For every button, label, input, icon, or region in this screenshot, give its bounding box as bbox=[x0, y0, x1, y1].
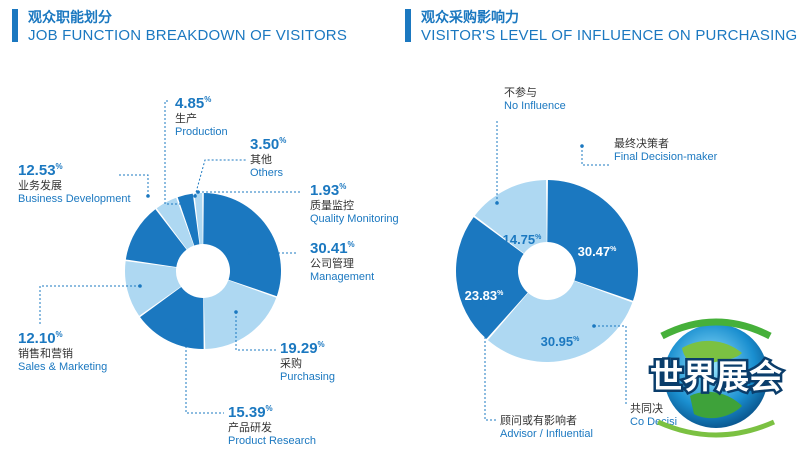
slice-value-label: 30.95% bbox=[541, 334, 581, 349]
donut-slice bbox=[177, 193, 200, 246]
slice-label-en: No Influence bbox=[504, 100, 566, 112]
donut-slice bbox=[203, 280, 277, 349]
slice-label-en: Production bbox=[175, 126, 228, 138]
slice-label-zh: 最终决策者 bbox=[614, 137, 669, 150]
slice-label: 4.85% 生产 Production bbox=[175, 95, 228, 139]
leader-dot bbox=[495, 201, 499, 205]
slice-label-zh: 质量监控 bbox=[310, 199, 354, 212]
slice-label-en: Others bbox=[250, 167, 284, 179]
slice-percent: 12.53% bbox=[18, 162, 63, 179]
slice-value-label: 23.83% bbox=[465, 288, 505, 303]
donut-slice bbox=[140, 286, 204, 349]
watermark-logo: 世界展会 bbox=[632, 318, 800, 448]
slice-label-en: Purchasing bbox=[280, 371, 336, 383]
globe-icon: 世界展会 bbox=[648, 318, 785, 438]
slice-label-zh: 公司管理 bbox=[310, 257, 354, 270]
slice-label-en: Management bbox=[310, 271, 375, 283]
donut-slice bbox=[156, 197, 194, 250]
slice-label: 顾问或有影响者 Advisor / Influential bbox=[500, 414, 593, 441]
slice-label: 15.39% 产品研发 Product Research bbox=[228, 404, 316, 448]
donut-slice bbox=[125, 209, 187, 268]
slice-label: 最终决策者 Final Decision-maker bbox=[614, 137, 717, 164]
slice-label: 12.10% 销售和营销 Sales & Marketing bbox=[18, 330, 107, 374]
slice-label: 12.53% 业务发展 Business Development bbox=[18, 162, 131, 206]
left-title-zh: 观众职能划分 bbox=[28, 10, 112, 26]
slice-label-zh: 不参与 bbox=[504, 86, 537, 99]
donut-slice bbox=[125, 261, 181, 316]
donut-slice bbox=[456, 217, 528, 339]
slice-label: 不参与 No Influence bbox=[504, 86, 566, 113]
slice-label-en: Business Development bbox=[18, 193, 131, 205]
watermark-text: 世界展会 bbox=[650, 357, 782, 396]
slice-label: 1.93% 质量监控 Quality Monitoring bbox=[310, 182, 399, 226]
leader-dot bbox=[483, 303, 487, 307]
leader-dot bbox=[196, 190, 200, 194]
slice-label-zh: 产品研发 bbox=[228, 421, 272, 434]
slice-label-zh: 顾问或有影响者 bbox=[500, 414, 577, 427]
leader-dot bbox=[184, 328, 188, 332]
slice-label-en: Advisor / Influential bbox=[500, 428, 593, 440]
header-accent-bar bbox=[405, 9, 411, 42]
donut-slice bbox=[194, 193, 203, 245]
leader-dot bbox=[592, 324, 596, 328]
slice-label-zh: 生产 bbox=[175, 112, 197, 125]
left-title-en: JOB FUNCTION BREAKDOWN OF VISITORS bbox=[28, 27, 348, 44]
donut-slice bbox=[203, 193, 281, 297]
right-title-zh: 观众采购影响力 bbox=[421, 10, 519, 26]
slice-label-en: Sales & Marketing bbox=[18, 361, 108, 373]
slice-percent: 4.85% bbox=[175, 95, 212, 112]
leader-line bbox=[581, 146, 610, 166]
donut-slice bbox=[547, 180, 638, 301]
slice-label-en: Quality Monitoring bbox=[310, 213, 399, 225]
leader-dot bbox=[234, 310, 238, 314]
right-title-en: VISITOR'S LEVEL OF INFLUENCE ON PURCHASI… bbox=[421, 27, 798, 44]
slice-label: 3.50% 其他 Others bbox=[250, 136, 286, 180]
job-function-donut bbox=[125, 193, 281, 349]
slice-label-zh: 业务发展 bbox=[18, 179, 62, 192]
leader-dot bbox=[183, 202, 187, 206]
leader-line bbox=[594, 325, 627, 405]
slice-percent: 12.10% bbox=[18, 330, 63, 347]
slice-label-en: Product Research bbox=[228, 435, 317, 447]
slice-percent: 30.41% bbox=[310, 240, 355, 257]
header-accent-bar bbox=[12, 9, 18, 42]
leader-line bbox=[194, 159, 246, 197]
leader-dot bbox=[146, 194, 150, 198]
slice-label-zh: 其他 bbox=[250, 153, 272, 166]
slice-label: 30.41% 公司管理 Management bbox=[310, 240, 374, 284]
influence-donut bbox=[456, 180, 638, 362]
leader-dot bbox=[580, 144, 584, 148]
leader-line bbox=[118, 174, 149, 196]
leader-dot bbox=[248, 251, 252, 255]
slice-value-label: 30.47% bbox=[578, 244, 618, 259]
donut-slice bbox=[474, 180, 547, 254]
leader-line bbox=[185, 330, 224, 414]
slice-label: 19.29% 采购 Purchasing bbox=[280, 340, 335, 384]
slice-label-zh: 销售和营销 bbox=[18, 347, 73, 360]
leader-line bbox=[164, 100, 185, 205]
slice-percent: 3.50% bbox=[250, 136, 287, 153]
leader-line bbox=[235, 312, 276, 351]
leader-dot bbox=[138, 284, 142, 288]
slice-label-en: Final Decision-maker bbox=[614, 151, 718, 163]
slice-percent: 19.29% bbox=[280, 340, 325, 357]
slice-value-label: 14.75% bbox=[503, 232, 543, 247]
leader-dot bbox=[193, 194, 197, 198]
leader-line bbox=[39, 285, 140, 326]
slice-percent: 15.39% bbox=[228, 404, 273, 421]
slice-label-zh: 共同决 bbox=[630, 402, 663, 415]
donut-slice bbox=[487, 281, 633, 362]
slice-label-zh: 采购 bbox=[280, 357, 302, 370]
slice-percent: 1.93% bbox=[310, 182, 347, 199]
